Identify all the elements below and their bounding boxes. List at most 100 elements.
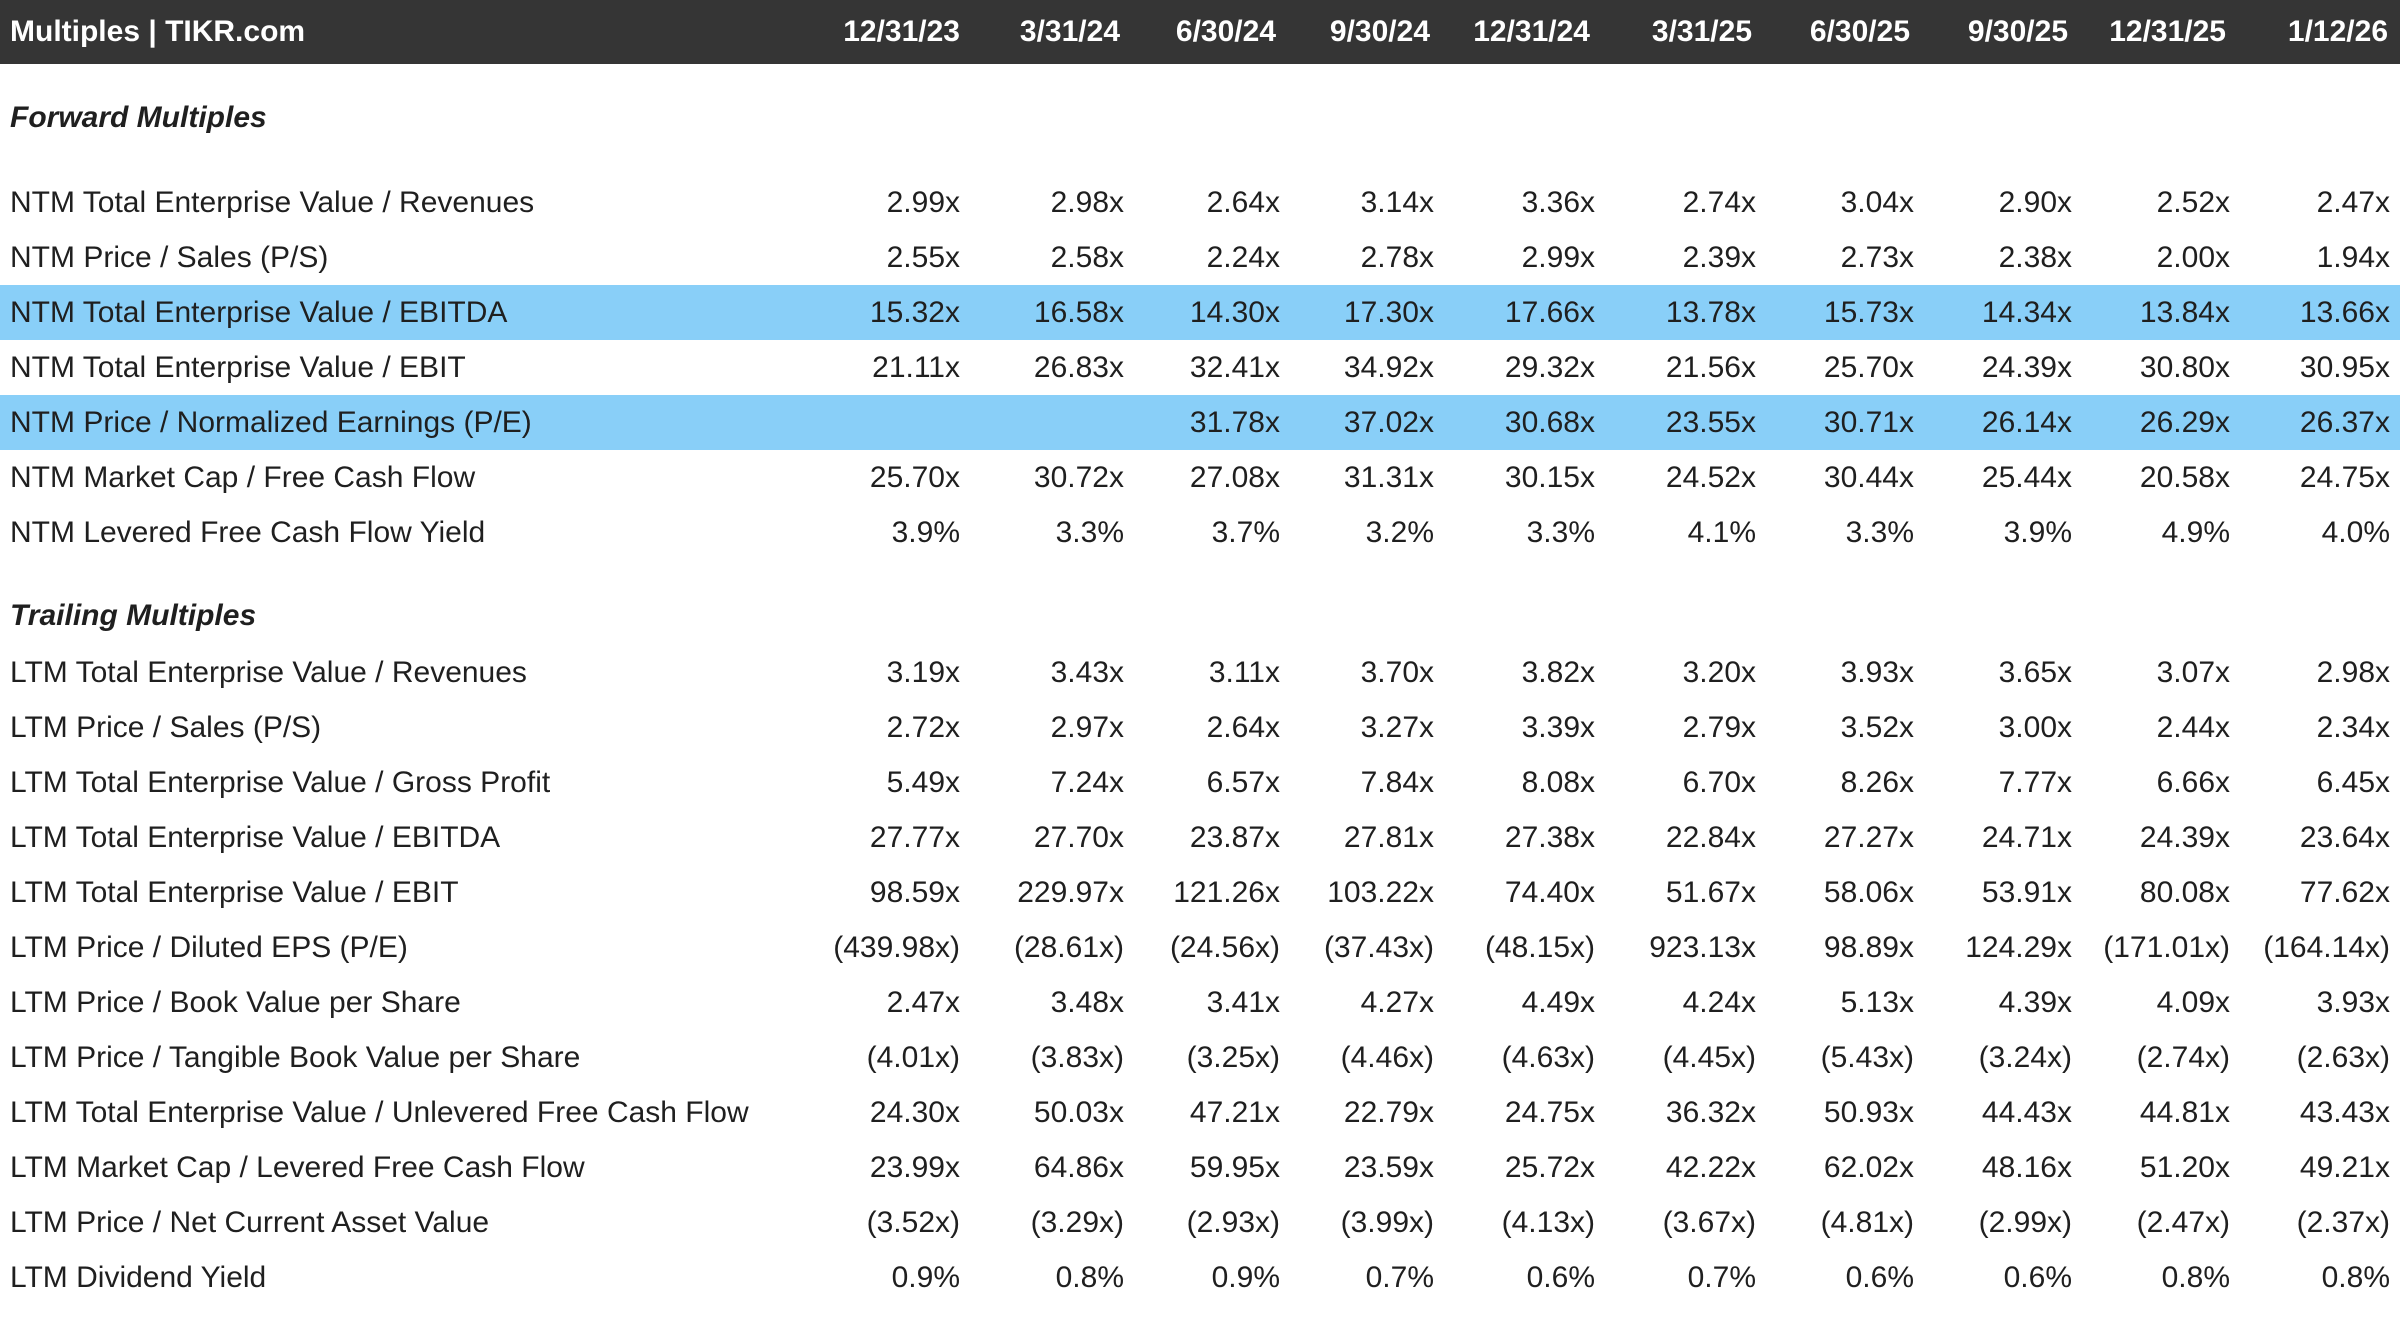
table-row[interactable]: LTM Price / Net Current Asset Value (3.52…	[0, 1195, 2400, 1250]
cell-value: 77.62x	[2299, 876, 2390, 909]
cell-value: (2.93x)	[1186, 1206, 1280, 1239]
cell-value: 26.29x	[2139, 406, 2230, 439]
cell-value: 21.56x	[1665, 351, 1756, 384]
table-row[interactable]: LTM Price / Sales (P/S) 2.72x 2.97x 2.64x 3.…	[0, 700, 2400, 755]
cell-value: 17.30x	[1343, 296, 1434, 329]
cell-value: 30.80x	[2139, 351, 2230, 384]
cell-value: 30.15x	[1504, 461, 1595, 494]
cell-value: 5.13x	[1840, 986, 1914, 1019]
cell-value: (37.43x)	[1323, 931, 1434, 964]
cell-value: 26.37x	[2299, 406, 2390, 439]
cell-value: 0.6%	[2003, 1261, 2072, 1294]
cell-value: 30.72x	[1033, 461, 1124, 494]
column-header-date: 1/12/26	[2287, 15, 2388, 48]
cell-value: 3.27x	[1360, 711, 1434, 744]
column-header-date: 3/31/25	[1651, 15, 1752, 48]
cell-value: (171.01x)	[2103, 931, 2230, 964]
table-row[interactable]: NTM Total Enterprise Value / EBIT 21.11x 2…	[0, 340, 2400, 395]
table-header: Multiples | TIKR.com 12/31/23 3/31/24 6/…	[0, 0, 2400, 64]
section-title: Trailing Multiples	[10, 599, 257, 632]
cell-value: 229.97x	[1017, 876, 1124, 909]
cell-value: 0.8%	[2161, 1261, 2230, 1294]
cell-value: 3.82x	[1521, 656, 1595, 689]
cell-value: (24.56x)	[1169, 931, 1280, 964]
row-label: LTM Price / Sales (P/S)	[10, 711, 322, 744]
cell-value: 98.59x	[869, 876, 960, 909]
cell-value: 29.32x	[1504, 351, 1595, 384]
table-row[interactable]: LTM Market Cap / Levered Free Cash Flow 2…	[0, 1140, 2400, 1195]
table-row[interactable]: LTM Price / Tangible Book Value per Shar…	[0, 1030, 2400, 1085]
column-header-date: 9/30/24	[1329, 15, 1430, 48]
table-row[interactable]: NTM Total Enterprise Value / Revenues 2.9…	[0, 175, 2400, 230]
cell-value: 3.93x	[2316, 986, 2390, 1019]
cell-value: 3.3%	[1845, 516, 1914, 549]
cell-value: 3.36x	[1521, 186, 1595, 219]
table-row[interactable]: NTM Levered Free Cash Flow Yield 3.9% 3.3%…	[0, 505, 2400, 560]
cell-value: 25.72x	[1504, 1151, 1595, 1184]
cell-value: 3.3%	[1055, 516, 1124, 549]
cell-value: 27.70x	[1033, 821, 1124, 854]
column-header-date: 3/31/24	[1019, 15, 1120, 48]
cell-value: 8.08x	[1521, 766, 1595, 799]
cell-value: 3.14x	[1360, 186, 1434, 219]
cell-value: 4.1%	[1687, 516, 1756, 549]
cell-value: 3.20x	[1682, 656, 1756, 689]
cell-value: 3.70x	[1360, 656, 1434, 689]
cell-value: (3.29x)	[1030, 1206, 1124, 1239]
cell-value: 59.95x	[1189, 1151, 1280, 1184]
cell-value: 0.8%	[2321, 1261, 2390, 1294]
table-row[interactable]: LTM Total Enterprise Value / Gross Profi…	[0, 755, 2400, 810]
row-label: NTM Levered Free Cash Flow Yield	[10, 516, 486, 549]
cell-value: 34.92x	[1343, 351, 1434, 384]
cell-value: 2.52x	[2156, 186, 2230, 219]
cell-value: (3.83x)	[1030, 1041, 1124, 1074]
cell-value: (3.67x)	[1662, 1206, 1756, 1239]
cell-value: 3.52x	[1840, 711, 1914, 744]
cell-value: 3.9%	[891, 516, 960, 549]
cell-value: (3.99x)	[1340, 1206, 1434, 1239]
table-row[interactable]: LTM Price / Book Value per Share 2.47x 3.4…	[0, 975, 2400, 1030]
cell-value: 0.7%	[1365, 1261, 1434, 1294]
cell-value: 23.55x	[1665, 406, 1756, 439]
cell-value: 0.6%	[1526, 1261, 1595, 1294]
table-row[interactable]: LTM Dividend Yield 0.9% 0.8% 0.9% 0.7% 0.6% 0.…	[0, 1250, 2400, 1305]
table-row[interactable]: LTM Total Enterprise Value / EBITDA 27.77…	[0, 810, 2400, 865]
cell-value: (4.81x)	[1820, 1206, 1914, 1239]
cell-value: 3.04x	[1840, 186, 1914, 219]
cell-value: 49.21x	[2299, 1151, 2390, 1184]
table-row-highlighted[interactable]: NTM Total Enterprise Value / EBITDA 15.32…	[0, 285, 2400, 340]
cell-value: 8.26x	[1840, 766, 1914, 799]
row-label: LTM Total Enterprise Value / EBIT	[10, 876, 459, 909]
row-label: LTM Price / Tangible Book Value per Shar…	[10, 1041, 581, 1074]
cell-value: 24.52x	[1665, 461, 1756, 494]
table-row[interactable]: LTM Price / Diluted EPS (P/E) (439.98x) (2…	[0, 920, 2400, 975]
table-row[interactable]: NTM Market Cap / Free Cash Flow 25.70x 30.…	[0, 450, 2400, 505]
cell-value: (28.61x)	[1013, 931, 1124, 964]
row-label: LTM Dividend Yield	[10, 1261, 267, 1294]
cell-value: 2.98x	[2316, 656, 2390, 689]
row-label: NTM Price / Sales (P/S)	[10, 241, 329, 274]
cell-value: 2.79x	[1682, 711, 1756, 744]
cell-value: 103.22x	[1327, 876, 1434, 909]
cell-value: (2.99x)	[1978, 1206, 2072, 1239]
table-row[interactable]: NTM Price / Sales (P/S) 2.55x 2.58x 2.24x 2.…	[0, 230, 2400, 285]
cell-value: 27.27x	[1823, 821, 1914, 854]
cell-value: 6.45x	[2316, 766, 2390, 799]
column-header-date: 6/30/24	[1175, 15, 1276, 48]
cell-value: (4.13x)	[1501, 1206, 1595, 1239]
cell-value: 30.44x	[1823, 461, 1914, 494]
column-header-date: 12/31/24	[1473, 15, 1590, 48]
column-header-date: 12/31/23	[843, 15, 960, 48]
row-label: LTM Price / Diluted EPS (P/E)	[10, 931, 408, 964]
cell-value: (2.47x)	[2136, 1206, 2230, 1239]
table-row-highlighted[interactable]: NTM Price / Normalized Earnings (P/E) 31.…	[0, 395, 2400, 450]
cell-value: 14.30x	[1189, 296, 1280, 329]
table-row[interactable]: LTM Total Enterprise Value / EBIT 98.59x 2…	[0, 865, 2400, 920]
table-row[interactable]: LTM Total Enterprise Value / Unlevered F…	[0, 1085, 2400, 1140]
cell-value: 15.32x	[869, 296, 960, 329]
cell-value: 30.68x	[1504, 406, 1595, 439]
cell-value: 2.34x	[2316, 711, 2390, 744]
table-row[interactable]: LTM Total Enterprise Value / Revenues 3.1…	[0, 645, 2400, 700]
cell-value: 30.95x	[2299, 351, 2390, 384]
cell-value: 13.78x	[1665, 296, 1756, 329]
